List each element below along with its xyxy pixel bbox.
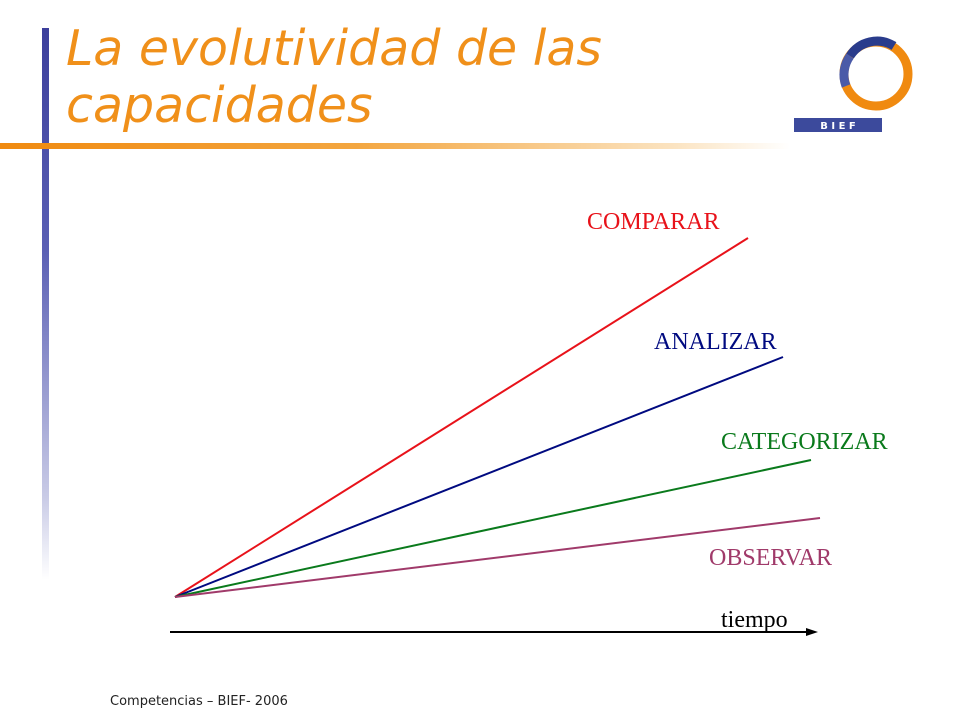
slide-title: La evolutividad de las capacidades: [66, 20, 602, 134]
bief-ring-logo: B I E F: [794, 36, 913, 132]
label-categorizar: CATEGORIZAR: [721, 429, 888, 455]
line-comparar: [174, 237, 749, 598]
axis-label-tiempo: tiempo: [721, 607, 788, 633]
time-axis-arrowhead: [806, 628, 818, 636]
label-comparar: COMPARAR: [587, 209, 720, 235]
line-categorizar: [174, 459, 812, 598]
left-accent-bar: [42, 28, 49, 580]
slide-footer: Competencias – BIEF- 2006: [110, 694, 288, 709]
label-analizar: ANALIZAR: [654, 329, 777, 355]
logo-text: B I E F: [820, 121, 855, 132]
title-underline: [0, 143, 790, 149]
line-analizar: [174, 356, 784, 598]
line-observar: [174, 517, 821, 598]
label-observar: OBSERVAR: [709, 545, 832, 571]
